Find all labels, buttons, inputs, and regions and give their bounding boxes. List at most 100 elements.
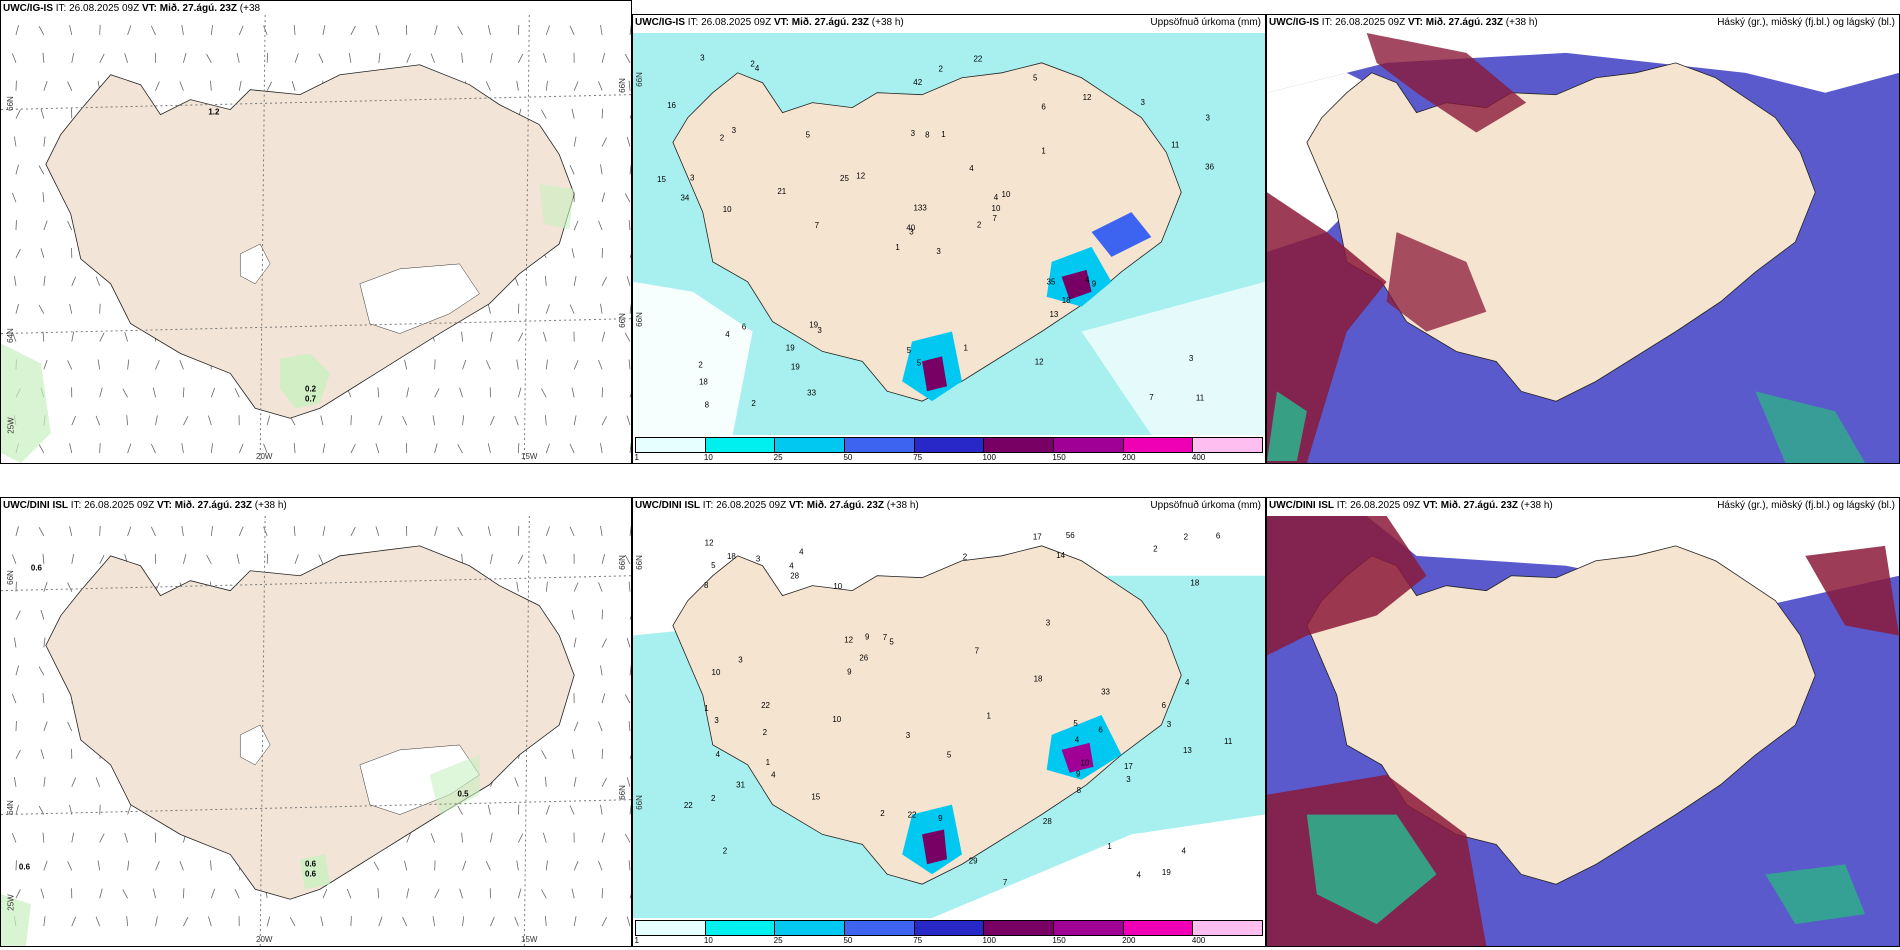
wind-barb: [71, 916, 77, 927]
wind-barb: [541, 889, 547, 899]
wind-barb: [542, 554, 547, 564]
wind-barb: [127, 25, 132, 36]
wind-barb: [626, 415, 631, 426]
wind-barb: [97, 860, 101, 871]
wind-barb: [238, 25, 244, 36]
wind-barb: [294, 554, 299, 564]
wind-barb: [629, 443, 631, 454]
precip-value-label: 4: [969, 164, 974, 173]
precip-value-label: 42: [913, 78, 922, 87]
colorbar: 1 10 25 50 75 100 150 200 400: [633, 918, 1265, 946]
wind-barb: [127, 526, 132, 537]
precip-value-label: 1: [704, 704, 709, 713]
precip-value-label: 12: [705, 539, 714, 548]
wind-barb: [573, 916, 577, 927]
wind-barb: [183, 917, 189, 927]
wind-barb: [434, 25, 438, 36]
wind-barb: [294, 53, 299, 63]
wind-barb: [11, 53, 17, 63]
precip-value-label: 2: [963, 552, 968, 561]
wind-barb: [40, 749, 45, 759]
colorbar-tick: 50: [843, 453, 853, 462]
wind-barb: [430, 833, 435, 843]
wind-barb: [516, 80, 519, 91]
wind-barb: [43, 275, 46, 286]
precip-value-label: 1: [986, 712, 991, 721]
wind-barb: [11, 554, 17, 564]
wind-barb: [124, 331, 128, 342]
wind-barb: [350, 25, 356, 36]
colorbar-cell: [1193, 438, 1263, 452]
precip-value-label: 19: [786, 343, 795, 352]
wind-barb: [569, 443, 575, 454]
wind-barb: [124, 53, 128, 63]
wind-barb: [598, 860, 603, 871]
wind-barb: [518, 554, 524, 564]
precip-value-label: 11: [1196, 393, 1205, 402]
wind-barb: [236, 53, 240, 63]
wind-barb: [573, 582, 579, 592]
precip-value-label: 10: [832, 715, 841, 724]
svg-text:0.6: 0.6: [305, 869, 317, 878]
wind-barb: [626, 136, 631, 147]
wind-barb: [375, 526, 380, 537]
colorbar-cell: [775, 438, 846, 452]
precip-map: 3 2 3 2 4 3 5 1 6 2 4 11 10 3 1 1 2 3 4 6 12 18 19 8 10 9 3 42 34 35 3…: [633, 33, 1265, 435]
wind-barb: [38, 666, 45, 676]
precip-value-label: 13: [1049, 310, 1058, 319]
precip-value-label: 12: [1083, 93, 1092, 102]
precip-value-label: 10: [1002, 190, 1011, 199]
precip-value-label: 31: [736, 780, 745, 789]
wind-barb: [179, 360, 184, 370]
wind-barb: [461, 52, 463, 63]
wind-barb: [183, 416, 189, 426]
wind-barb: [601, 331, 606, 342]
iceland-land: [672, 62, 1182, 402]
colorbar-cell: [845, 921, 915, 935]
wind-barb: [457, 26, 463, 36]
precip-value-label: 9: [938, 814, 943, 823]
wind-barb: [487, 804, 491, 815]
wind-barb: [71, 553, 75, 564]
wind-barb: [183, 53, 187, 63]
colorbar-cell: [1054, 438, 1124, 452]
wind-barb: [545, 581, 548, 592]
wind-barb: [38, 805, 45, 815]
map-panel-wind-dini: UWC/DINI ISL IT: 26.08.2025 09Z VT: Mið.…: [0, 497, 632, 947]
wind-barb: [181, 525, 184, 536]
precip-value-label: 5: [947, 750, 952, 759]
wind-barb: [43, 916, 46, 927]
wind-barb: [600, 303, 603, 314]
wind-barb: [95, 276, 101, 286]
wind-barb: [15, 889, 21, 899]
wind-barb: [181, 24, 184, 35]
wind-barb: [238, 443, 244, 454]
colorbar-cell: [984, 438, 1055, 452]
wind-barb: [69, 25, 73, 35]
wind-barb: [629, 253, 631, 259]
precip-value-label: 3: [1126, 775, 1131, 784]
wind-barb: [457, 527, 463, 537]
wind-barb: [571, 888, 575, 899]
precip-value-label: 22: [761, 701, 770, 710]
wind-barb: [67, 721, 73, 732]
wind-barb: [544, 916, 547, 927]
precip-value-label: 2: [750, 59, 755, 68]
precip-value-label: 2: [880, 809, 885, 818]
wind-barb: [293, 525, 296, 536]
colorbar-cell: [775, 921, 846, 935]
precip-value-label: 9: [847, 668, 852, 677]
precip-value-label: 2: [1184, 532, 1189, 541]
wind-barb: [99, 332, 105, 342]
precip-value-label: 26: [859, 653, 868, 662]
wind-barb: [40, 609, 45, 620]
wind-barb: [624, 193, 631, 203]
wind-barb: [487, 526, 491, 536]
wind-barb: [601, 693, 606, 704]
wind-barb: [348, 52, 352, 63]
wind-barb: [487, 25, 491, 35]
wind-barb: [42, 832, 45, 843]
wind-barb: [626, 276, 631, 286]
wind-barb: [598, 360, 603, 370]
wind-barb: [210, 80, 212, 91]
